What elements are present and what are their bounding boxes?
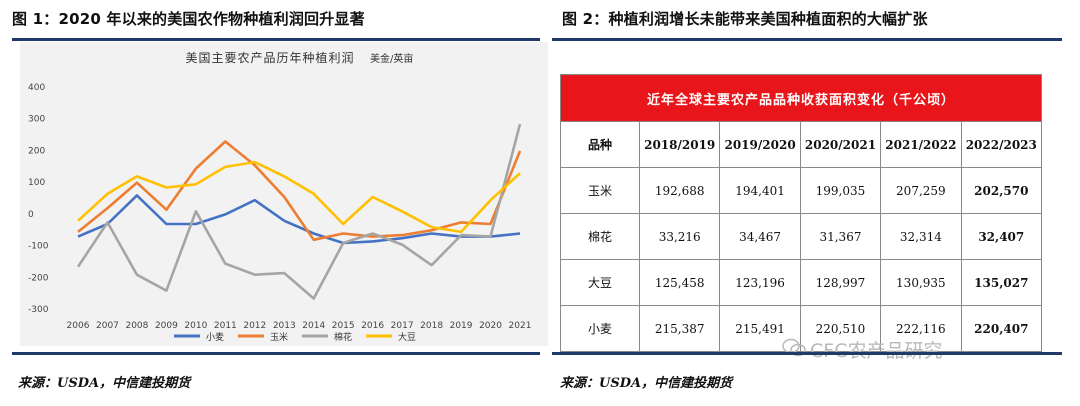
table-cell: 194,401	[719, 167, 801, 214]
x-tick-label: 2016	[361, 321, 384, 331]
table-header-row: 品种 2018/2019 2019/2020 2020/2021 2021/20…	[560, 121, 1043, 168]
figure-2-top-rule	[552, 38, 1062, 41]
wechat-icon	[782, 338, 806, 357]
legend-label: 大豆	[398, 331, 416, 343]
y-tick-label: -300	[28, 305, 49, 315]
legend-label: 棉花	[334, 331, 352, 343]
figure-1-top-rule	[12, 38, 540, 41]
table-row: 棉花 33,216 34,467 31,367 32,314 32,407	[560, 213, 1043, 260]
series-line	[77, 140, 522, 242]
y-tick-label: 0	[28, 210, 34, 220]
table-cell: 192,688	[638, 167, 721, 214]
legend-label: 小麦	[206, 331, 224, 343]
table-cell: 135,027	[960, 259, 1043, 306]
figure-2-bottom-rule	[552, 352, 1062, 355]
figure-1-source: 来源：USDA，中信建投期货	[18, 376, 191, 391]
y-tick-label: 200	[28, 146, 45, 156]
x-tick-label: 2013	[273, 321, 296, 331]
x-tick-label: 2010	[184, 321, 207, 331]
figure-1-title: 图 1：2020 年以来的美国农作物种植利润回升显著	[12, 10, 365, 28]
x-tick-label: 2020	[479, 321, 502, 331]
x-tick-label: 2017	[391, 321, 414, 331]
y-tick-label: -100	[28, 242, 49, 252]
watermark-text: CFC农产品研究	[810, 340, 943, 362]
x-tick-label: 2007	[96, 321, 119, 331]
table-cell: 33,216	[638, 213, 721, 260]
table-cell: 220,510	[799, 305, 882, 352]
figure-2-panel: 图 2：种植利润增长未能带来美国种植面积的大幅扩张 近年全球主要农产品品种收获面…	[552, 0, 1080, 406]
table-cell: 222,116	[880, 305, 962, 352]
table-cell: 32,407	[960, 213, 1043, 260]
table-cell: 215,387	[638, 305, 721, 352]
table-cell: 125,458	[638, 259, 721, 306]
legend-label: 玉米	[270, 331, 288, 343]
chart-unit: 美金/英亩	[370, 52, 413, 65]
harvest-area-table: 近年全球主要农产品品种收获面积变化（千公顷） 品种 2018/2019 2019…	[560, 74, 1043, 352]
table-header-cell: 2021/2022	[880, 121, 962, 168]
figure-1-chart: 美国主要农产品历年种植利润 美金/英亩 400 300 200 100 0 -100 -200 -…	[20, 42, 548, 346]
y-tick-label: 300	[28, 115, 45, 125]
table-cell: 34,467	[719, 213, 801, 260]
table-header-cell: 2018/2019	[638, 121, 721, 168]
table-cell: 31,367	[799, 213, 882, 260]
figure-1-bottom-rule	[12, 352, 540, 355]
table-cell: 32,314	[880, 213, 962, 260]
table-row-label: 玉米	[560, 167, 640, 214]
table-row: 玉米 192,688 194,401 199,035 207,259 202,5…	[560, 167, 1043, 214]
series-line	[77, 160, 521, 234]
x-tick-label: 2021	[509, 321, 532, 331]
x-tick-label: 2006	[67, 321, 90, 331]
table-banner: 近年全球主要农产品品种收获面积变化（千公顷）	[560, 74, 1042, 122]
chart-title: 美国主要农产品历年种植利润	[185, 50, 354, 65]
table-cell: 128,997	[799, 259, 882, 306]
table-cell: 207,259	[880, 167, 962, 214]
table-row-label: 小麦	[560, 305, 640, 352]
x-tick-label: 2009	[155, 321, 178, 331]
figure-1-panel: 图 1：2020 年以来的美国农作物种植利润回升显著 美国主要农产品历年种植利润…	[12, 10, 548, 391]
y-tick-label: -200	[28, 273, 49, 283]
x-tick-label: 2015	[332, 321, 355, 331]
table-row-label: 大豆	[560, 259, 640, 306]
series-line	[76, 123, 522, 300]
x-tick-label: 2008	[125, 321, 148, 331]
figure-2-title: 图 2：种植利润增长未能带来美国种植面积的大幅扩张	[562, 10, 928, 28]
table-row-label: 棉花	[560, 213, 640, 260]
table-cell: 123,196	[719, 259, 801, 306]
table-banner-row: 近年全球主要农产品品种收获面积变化（千公顷）	[560, 74, 1042, 122]
table-row: 小麦 215,387 215,491 220,510 222,116 220,4…	[560, 305, 1043, 352]
table-cell: 130,935	[880, 259, 962, 306]
table-cell: 220,407	[960, 305, 1043, 352]
x-tick-label: 2012	[243, 321, 266, 331]
line-chart: 美国主要农产品历年种植利润 美金/英亩 400 300 200 100 0 -100 -200 -…	[28, 50, 532, 343]
table-header-cell: 2022/2023	[960, 121, 1043, 168]
table-header-cell: 2020/2021	[799, 121, 882, 168]
table-row: 大豆 125,458 123,196 128,997 130,935 135,0…	[560, 259, 1043, 306]
table-header-cell: 品种	[560, 121, 640, 168]
y-tick-label: 400	[28, 83, 45, 93]
x-tick-label: 2019	[450, 321, 473, 331]
y-tick-label: 100	[28, 178, 45, 188]
series-line	[77, 194, 521, 245]
table-header-cell: 2019/2020	[719, 121, 801, 168]
table-cell: 199,035	[799, 167, 882, 214]
figure-2-source: 来源：USDA，中信建投期货	[560, 376, 733, 391]
x-tick-label: 2018	[420, 321, 443, 331]
x-tick-label: 2011	[214, 321, 237, 331]
table-cell: 202,570	[960, 167, 1043, 214]
x-tick-label: 2014	[302, 321, 325, 331]
